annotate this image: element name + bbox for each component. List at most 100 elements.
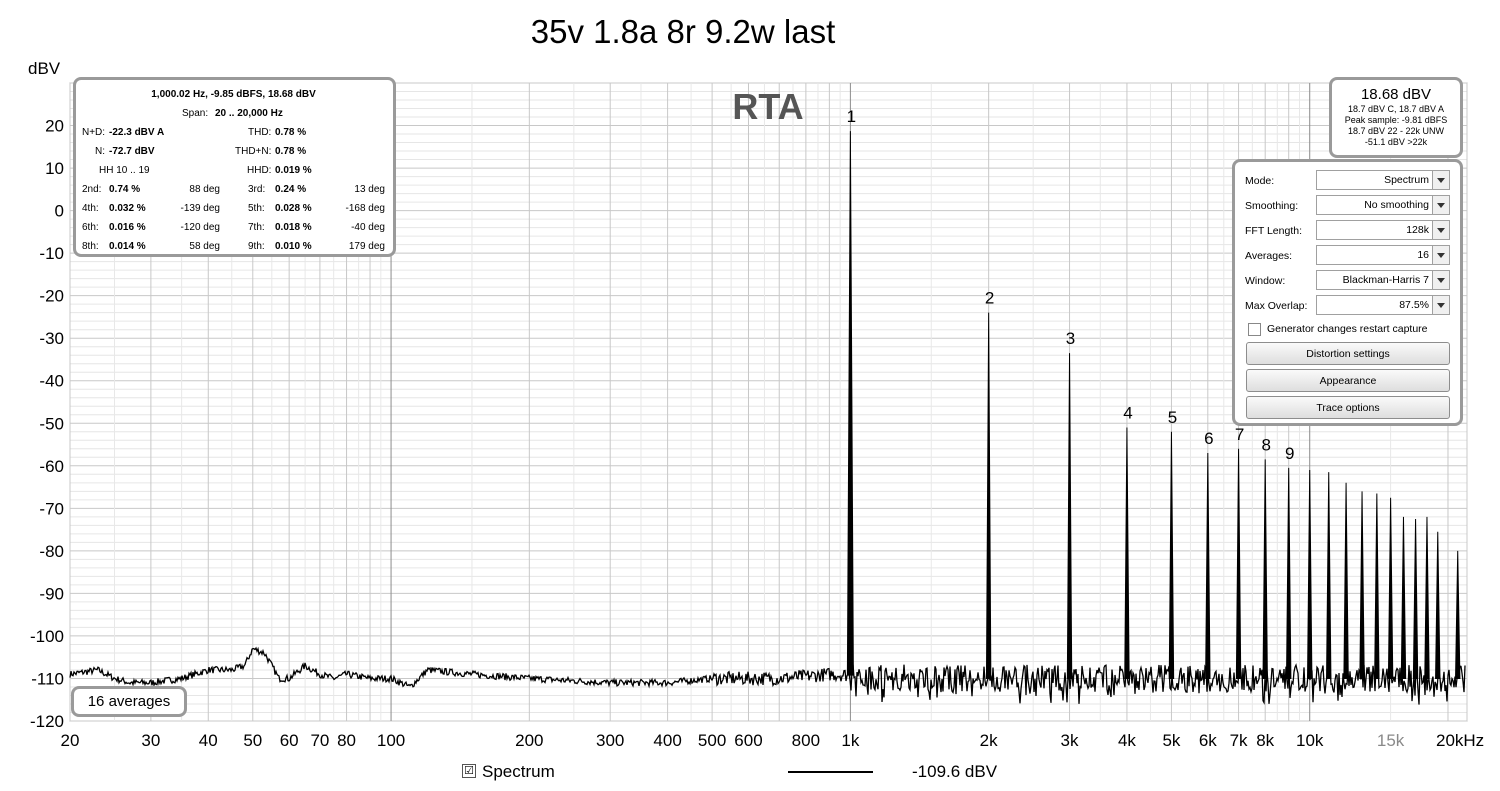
harmonic-percent: 0.010 % (275, 241, 312, 252)
harmonic-peak (1455, 550, 1461, 679)
harmonic-phase: -120 deg (180, 222, 220, 233)
appearance-button[interactable]: Appearance (1246, 369, 1450, 392)
harmonic-peak (1359, 491, 1365, 679)
harmonic-label: 6th: (82, 222, 99, 233)
harmonic-peak (1400, 516, 1407, 679)
level-panel: 18.68 dBV 18.7 dBV C, 18.7 dBV A Peak sa… (1329, 77, 1463, 158)
harmonic-row: 8th: 0.014 % 58 deg 9th: 0.010 % 179 deg (82, 237, 385, 256)
y-tick-label: -70 (39, 499, 64, 518)
harmonic-peak (1412, 518, 1419, 679)
n-value: -72.7 dBV (109, 146, 155, 157)
harmonic-label: 4 (1123, 404, 1132, 423)
level-line-4: -51.1 dBV >22k (1364, 137, 1428, 147)
chevron-down-icon[interactable] (1432, 271, 1449, 289)
y-tick-label: -90 (39, 584, 64, 603)
rta-watermark: RTA (732, 86, 803, 127)
harmonic-label: 2 (985, 289, 994, 308)
harmonic-peak (985, 312, 992, 679)
smoothing-label: Smoothing: (1245, 200, 1299, 212)
harmonic-phase: 58 deg (189, 241, 220, 252)
averages-value: 16 (1417, 249, 1429, 261)
span-value: 20 .. 20,000 Hz (215, 108, 283, 119)
fundamental-summary: 1,000.02 Hz, -9.85 dBFS, 18.68 dBV (151, 89, 316, 100)
harmonic-peak (1326, 472, 1332, 679)
spectrum-checkbox[interactable]: ☑ (462, 764, 476, 778)
window-select[interactable]: Blackman-Harris 7 (1316, 270, 1450, 290)
harmonic-label: 8 (1261, 435, 1270, 454)
mode-select[interactable]: Spectrum (1316, 170, 1450, 190)
x-tick-label: 40 (199, 731, 218, 750)
y-tick-label: -20 (39, 287, 64, 306)
x-tick-label: 100 (377, 731, 405, 750)
harmonic-percent: 0.24 % (275, 184, 307, 195)
averages-select[interactable]: 16 (1316, 245, 1450, 265)
harmonic-peak (1307, 470, 1313, 679)
max-overlap-select[interactable]: 87.5% (1316, 295, 1450, 315)
y-tick-label: 10 (45, 159, 64, 178)
thd-label: THD: (248, 127, 272, 138)
nd-value: -22.3 dBV A (109, 127, 165, 138)
chevron-down-icon[interactable] (1432, 221, 1449, 239)
mode-label: Mode: (1245, 175, 1275, 187)
hhd-label: HHD: (247, 165, 272, 176)
x-tick-label: 800 (792, 731, 820, 750)
legend-line-swatch (788, 771, 873, 773)
y-tick-label: -50 (39, 414, 64, 433)
axis-ticks: 20100-10-20-30-40-50-60-70-80-90-100-110… (30, 117, 1484, 750)
distortion-settings-button[interactable]: Distortion settings (1246, 342, 1450, 365)
harmonic-percent: 0.016 % (109, 222, 146, 233)
fft-length-label: FFT Length: (1245, 225, 1303, 237)
legend: ☑ Spectrum -109.6 dBV (0, 758, 1500, 788)
harmonic-peak (1168, 431, 1175, 679)
y-axis-label: dBV (28, 59, 61, 78)
distortion-panel: 1,000.02 Hz, -9.85 dBFS, 18.68 dBV Span:… (73, 77, 396, 257)
harmonic-peak (1343, 482, 1349, 679)
fft-length-select[interactable]: 128k (1316, 220, 1450, 240)
harmonic-peak (846, 131, 854, 676)
level-line-3: 18.7 dBV 22 - 22k UNW (1347, 126, 1445, 136)
generator-restart-checkbox[interactable] (1248, 323, 1261, 336)
chevron-down-icon[interactable] (1432, 296, 1449, 314)
chevron-down-icon[interactable] (1432, 196, 1449, 214)
harmonic-peak (1262, 459, 1268, 679)
x-tick-label: 4k (1118, 731, 1136, 750)
thdn-value: 0.78 % (275, 146, 307, 157)
harmonic-row: 4th: 0.032 % -139 deg 5th: 0.028 % -168 deg (82, 199, 385, 218)
harmonic-label: 3 (1066, 329, 1075, 348)
y-tick-label: -100 (30, 627, 64, 646)
chevron-down-icon[interactable] (1432, 246, 1449, 264)
level-line-1: 18.7 dBV C, 18.7 dBV A (1347, 104, 1445, 114)
spectrum-trace (69, 131, 1466, 705)
y-tick-label: -120 (30, 712, 64, 731)
harmonic-label: 7th: (248, 222, 265, 233)
harmonic-phase: -168 deg (345, 203, 385, 214)
x-tick-label: 15k (1377, 731, 1405, 750)
averages-label: Averages: (1245, 250, 1293, 262)
trace-options-button[interactable]: Trace options (1246, 396, 1450, 419)
x-tick-label: 80 (337, 731, 356, 750)
y-tick-label: -40 (39, 372, 64, 391)
legend-cursor-value: -109.6 dBV (912, 762, 998, 781)
y-tick-label: 0 (55, 202, 64, 221)
x-tick-label: 400 (653, 731, 681, 750)
generator-restart-label: Generator changes restart capture (1267, 323, 1428, 335)
x-tick-label: 70 (310, 731, 329, 750)
smoothing-value: No smoothing (1364, 199, 1429, 211)
chevron-down-icon[interactable] (1432, 171, 1449, 189)
y-tick-label: 20 (45, 117, 64, 136)
thd-value: 0.78 % (275, 127, 307, 138)
level-main: 18.68 dBV (1360, 86, 1432, 103)
hhd-value: 0.019 % (275, 165, 312, 176)
harmonic-phase: 179 deg (348, 241, 385, 252)
harmonic-peak (1435, 531, 1441, 679)
y-tick-label: -60 (39, 457, 64, 476)
fft-length-value: 128k (1406, 224, 1429, 236)
x-tick-label: 6k (1199, 731, 1217, 750)
span-label: Span: (182, 108, 209, 119)
x-tick-label: 60 (280, 731, 299, 750)
harmonic-peak (1205, 453, 1211, 679)
harmonic-peak (1387, 497, 1394, 679)
x-tick-label: 50 (243, 731, 262, 750)
x-tick-label: 200 (515, 731, 543, 750)
smoothing-select[interactable]: No smoothing (1316, 195, 1450, 215)
